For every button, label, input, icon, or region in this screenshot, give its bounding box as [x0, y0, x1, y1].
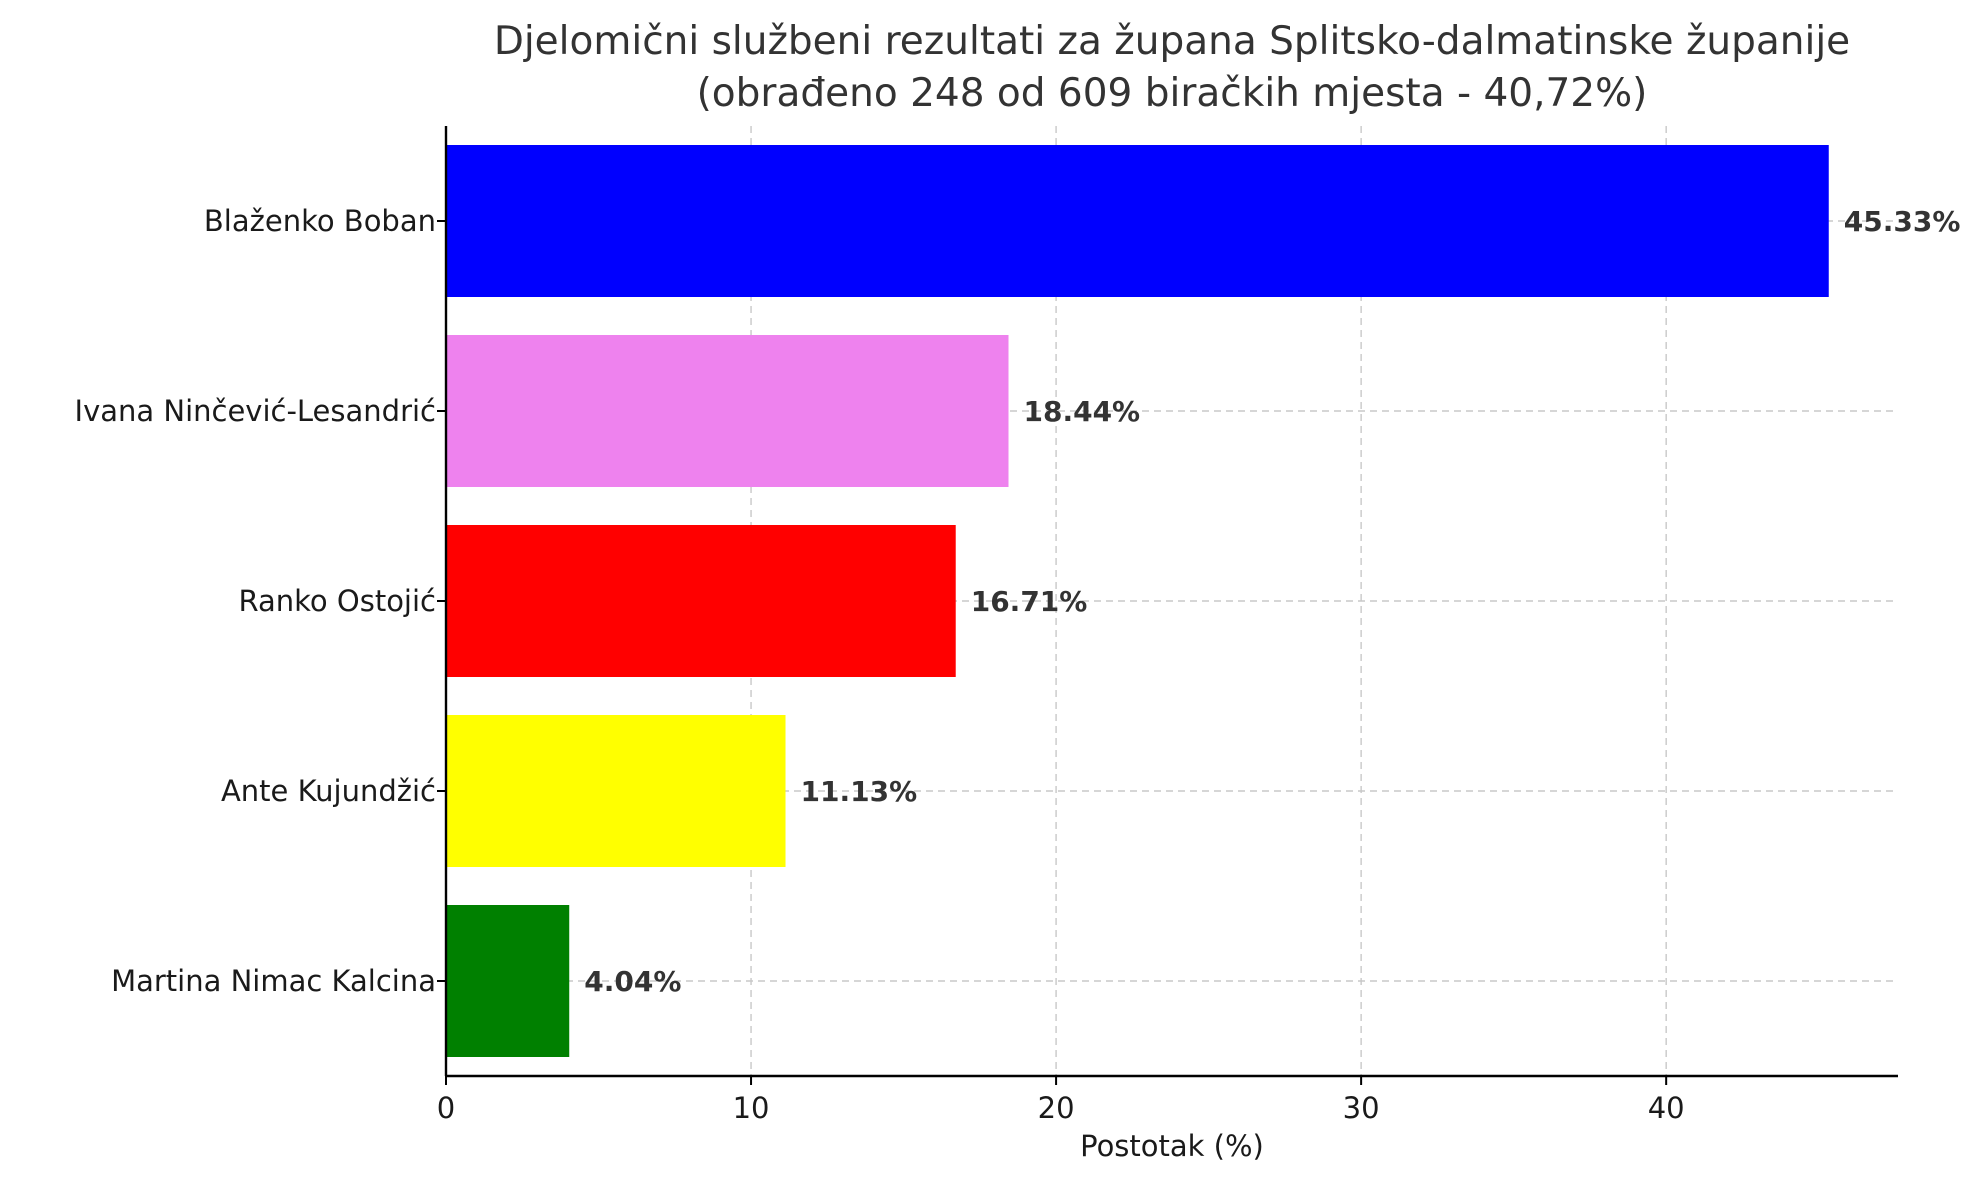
data-label: 45.33%	[1844, 205, 1961, 238]
bar	[446, 335, 1009, 487]
data-label: 16.71%	[971, 585, 1088, 618]
x-axis-label: Postotak (%)	[1080, 1129, 1264, 1163]
x-tick-label: 20	[1038, 1091, 1075, 1125]
chart-title-line-2: (obrađeno 248 od 609 biračkih mjesta - 4…	[697, 71, 1648, 116]
chart-title-line-1: Djelomični službeni rezultati za župana …	[494, 19, 1850, 64]
y-tick-label: Ivana Ninčević-Lesandrić	[75, 394, 436, 428]
y-tick-label: Martina Nimac Kalcina	[111, 964, 436, 998]
axes: Blaženko Boban Ivana Ninčević-Lesandrić Ra…	[75, 126, 1898, 1125]
data-label: 11.13%	[801, 775, 918, 808]
x-tick-label: 30	[1343, 1091, 1380, 1125]
bar	[446, 905, 570, 1057]
x-tick-label: 40	[1648, 1091, 1685, 1125]
x-tick-label: 0	[437, 1091, 455, 1125]
y-tick-label: Ante Kujundžić	[221, 774, 436, 808]
bars	[446, 145, 1829, 1057]
bar	[446, 715, 786, 867]
bar	[446, 145, 1829, 297]
y-tick-label: Ranko Ostojić	[239, 584, 437, 618]
chart-title: Djelomični službeni rezultati za župana …	[494, 19, 1850, 116]
data-labels: 45.33% 18.44% 16.71% 11.13% 4.04%	[584, 205, 1960, 998]
bar	[446, 525, 956, 677]
y-tick-label: Blaženko Boban	[204, 204, 436, 238]
x-tick-label: 10	[733, 1091, 770, 1125]
data-label: 18.44%	[1023, 395, 1140, 428]
data-label: 4.04%	[584, 965, 681, 998]
